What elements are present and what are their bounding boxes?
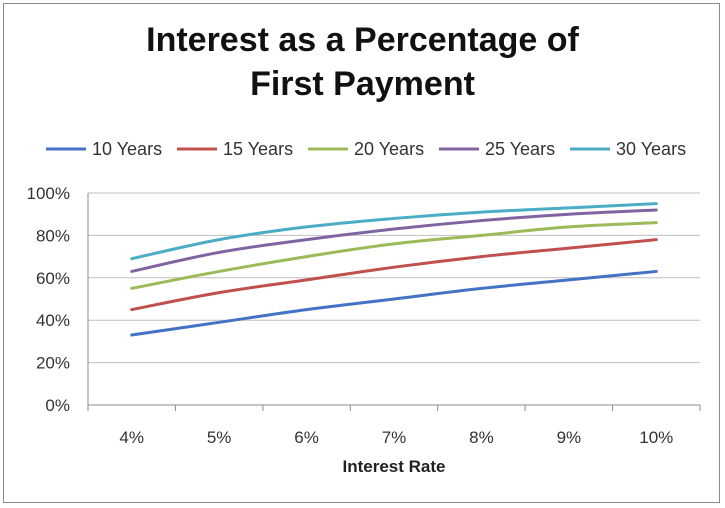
y-axis-ticks: 0% 20% 40% 60% 80% 100% — [27, 184, 70, 415]
legend: 10 Years 15 Years 20 Years 25 Years 30 Years — [46, 139, 686, 159]
x-tick-label: 4% — [119, 428, 144, 447]
x-tick-label: 8% — [469, 428, 494, 447]
x-tick-label: 10% — [639, 428, 673, 447]
x-axis-ticks: 4% 5% 6% 7% 8% 9% 10% — [87, 405, 701, 447]
legend-label: 15 Years — [223, 139, 293, 159]
chart-frame — [3, 3, 720, 503]
y-tick-label: 40% — [36, 311, 70, 330]
chart-title: Interest as a Percentage of First Paymen… — [0, 18, 725, 106]
series-line-20-years — [130, 221, 658, 290]
y-tick-label: 0% — [45, 396, 70, 415]
y-tick-label: 80% — [36, 226, 70, 245]
y-tick-label: 100% — [27, 184, 70, 203]
series-line-10-years — [130, 269, 658, 337]
series-lines — [130, 202, 658, 337]
axes — [87, 193, 700, 406]
x-tick-label: 7% — [382, 428, 407, 447]
series-line-30-years — [130, 202, 658, 261]
legend-label: 30 Years — [616, 139, 686, 159]
x-tick-label: 5% — [207, 428, 232, 447]
series-line-15-years — [130, 238, 658, 312]
y-tick-label: 20% — [36, 354, 70, 373]
chart-title-line-2: First Payment — [250, 65, 475, 103]
chart-title-line-1: Interest as a Percentage of — [146, 21, 579, 59]
x-tick-label: 9% — [557, 428, 582, 447]
x-axis-label: Interest Rate — [343, 457, 446, 476]
series-line-25-years — [130, 208, 658, 273]
legend-label: 10 Years — [92, 139, 162, 159]
y-tick-label: 60% — [36, 269, 70, 288]
legend-label: 20 Years — [354, 139, 424, 159]
legend-label: 25 Years — [485, 139, 555, 159]
x-tick-label: 6% — [294, 428, 319, 447]
